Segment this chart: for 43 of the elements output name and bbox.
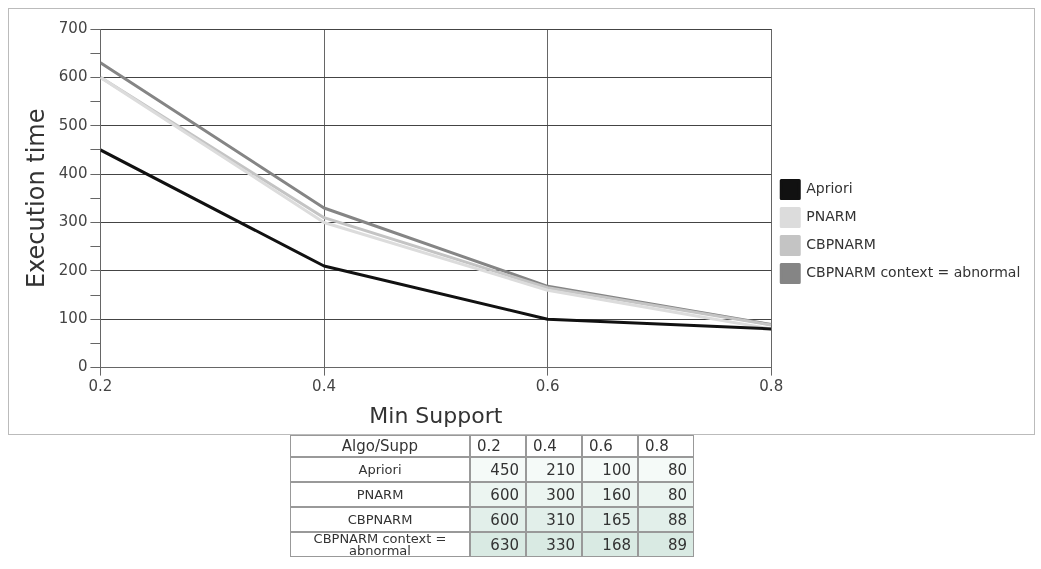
y-tick-label: CBPNARM context = abnormal: [290, 530, 470, 558]
y-tick-label: PNARM: [290, 482, 470, 507]
data-label: 310: [526, 507, 582, 532]
y-tick-label: 400: [58, 164, 88, 182]
x-tick-label: 0.2: [470, 435, 526, 457]
y-tick-label: Apriori: [290, 457, 470, 482]
data-label: 300: [526, 482, 582, 507]
data-label: 630: [470, 532, 526, 557]
legend-label: Apriori: [806, 180, 853, 197]
y-tick-label: 0: [77, 357, 88, 376]
data-label: 160: [582, 482, 638, 507]
x-tick-label: 0.4: [526, 435, 582, 457]
y-tick-label: 100: [58, 309, 88, 328]
x-tick-label: 0.8: [638, 435, 694, 457]
x-tick-label: 0.6: [535, 377, 560, 396]
data-label: 168: [582, 532, 638, 557]
data-label: 80: [638, 457, 694, 482]
x-axis-title: Min Support: [369, 402, 503, 428]
y-axis-title: Execution time: [21, 108, 50, 289]
x-tick-label: 0.2: [88, 377, 113, 396]
legend-label: CBPNARM: [806, 236, 876, 253]
data-label: 600: [470, 507, 526, 532]
y-tick-label: 700: [58, 18, 88, 37]
data-label: 80: [638, 482, 694, 507]
x-tick-label: 0.4: [312, 377, 336, 396]
x-tick-label: 0.8: [759, 377, 784, 396]
data-label: 330: [526, 532, 582, 557]
data-label: 100: [582, 457, 638, 482]
legend-label: CBPNARM context = abnormal: [806, 264, 1021, 281]
data-label: 600: [470, 482, 526, 507]
y-tick-label: 500: [58, 115, 88, 134]
data-label: 450: [470, 457, 526, 482]
data-label: 165: [582, 507, 638, 532]
data-label: 88: [638, 507, 694, 532]
y-tick-label: 600: [58, 67, 88, 86]
y-tick-label: CBPNARM: [290, 507, 470, 532]
y-tick-label: 300: [58, 212, 88, 231]
x-tick-label: 0.6: [582, 435, 638, 457]
data-label: 210: [526, 457, 582, 482]
legend-label: PNARM: [806, 208, 857, 225]
y-tick-label: 200: [58, 260, 88, 279]
data-label: 89: [638, 532, 694, 557]
chart-title: Algo/Supp: [290, 435, 470, 457]
